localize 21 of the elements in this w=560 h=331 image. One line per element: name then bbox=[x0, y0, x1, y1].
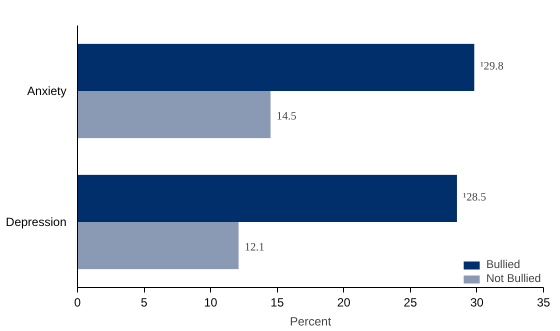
data-label: 14.5 bbox=[276, 110, 297, 123]
x-tick-label: 25 bbox=[404, 296, 418, 310]
x-axis-title: Percent bbox=[290, 314, 332, 328]
x-tick-label: 5 bbox=[140, 296, 148, 310]
legend-label: Bullied bbox=[486, 259, 520, 271]
x-tick-label: 10 bbox=[204, 296, 218, 310]
x-tick-label: 20 bbox=[337, 296, 351, 310]
bar bbox=[78, 174, 457, 222]
data-label: 12.1 bbox=[244, 242, 264, 254]
x-tick-label: 0 bbox=[74, 296, 82, 310]
legend-label: Not Bullied bbox=[486, 273, 541, 285]
x-tick-label: 35 bbox=[536, 296, 550, 310]
data-label: ¹28.5 bbox=[462, 191, 487, 204]
data-label: ¹29.8 bbox=[480, 60, 504, 72]
y-tick-label: Anxiety bbox=[27, 84, 67, 98]
y-tick-label: Depression bbox=[6, 215, 67, 229]
bar bbox=[78, 91, 271, 138]
x-tick-label: 15 bbox=[270, 296, 284, 310]
x-tick-label: 30 bbox=[470, 296, 484, 310]
bar bbox=[78, 222, 239, 270]
bar bbox=[78, 44, 474, 91]
